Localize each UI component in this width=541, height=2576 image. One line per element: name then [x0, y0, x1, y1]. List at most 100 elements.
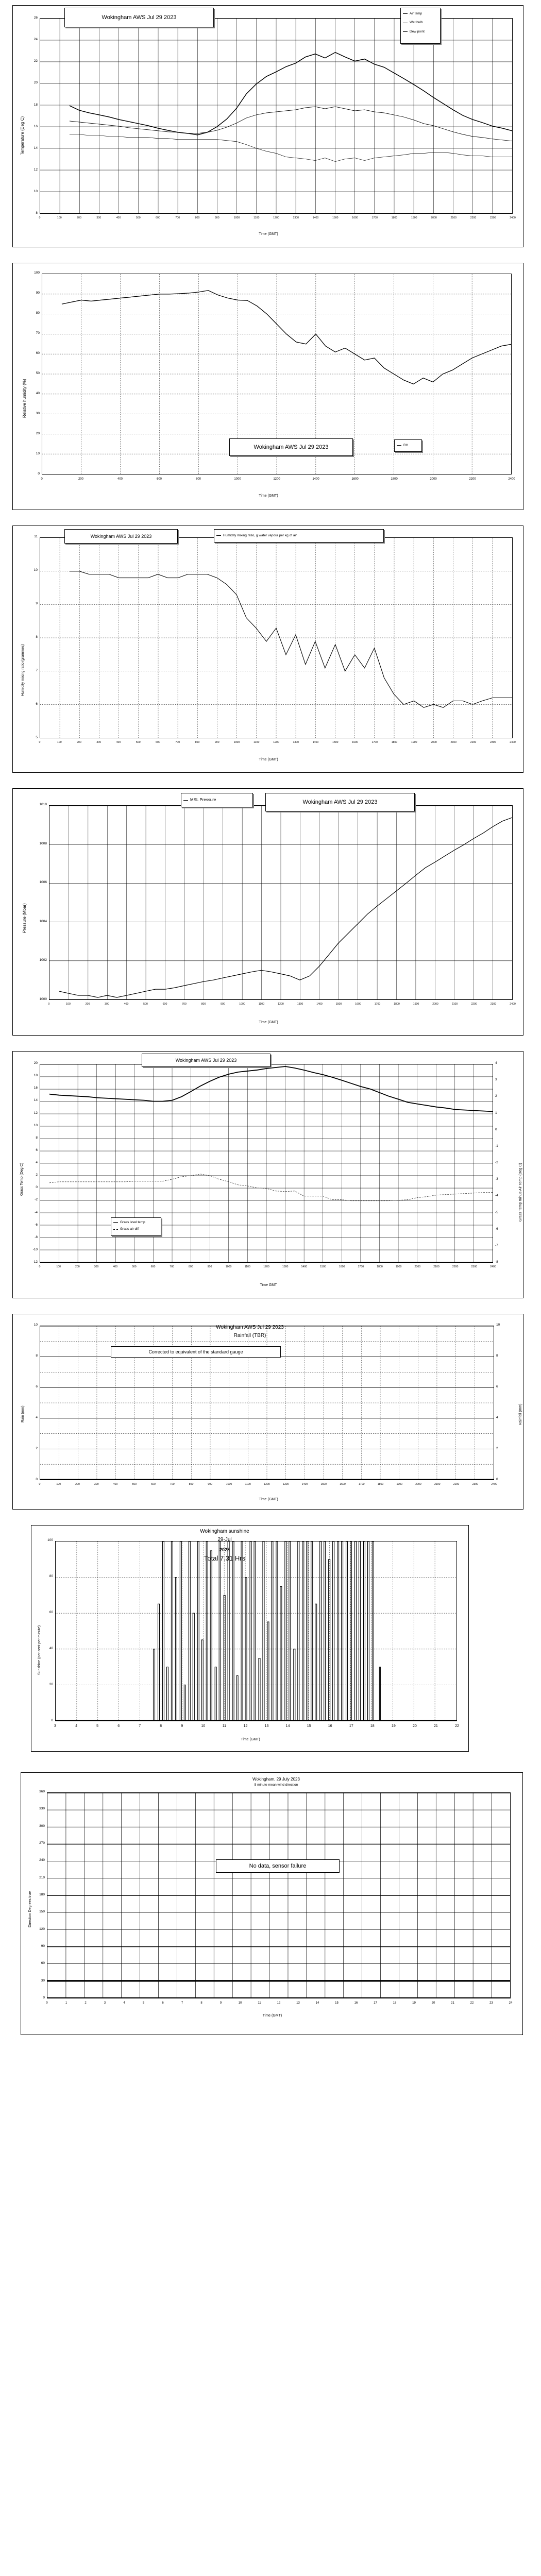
axis-label-x-rainfall: Time (GMT)	[259, 1498, 278, 1501]
rainfall-correction-note: Corrected to equivalent of the standard …	[111, 1346, 281, 1358]
x-tick: 400	[113, 1265, 117, 1268]
x-tick: 3	[104, 2002, 106, 2005]
y-tick: 2	[36, 1447, 38, 1450]
x-tick: 2400	[508, 478, 515, 481]
plot-svg-relative-humidity	[42, 274, 511, 474]
chart-panel-grass-temperature: Grass Temp (Deg C) Grass Temp minus Air …	[0, 1046, 541, 1309]
y-tick: 0	[496, 1478, 498, 1481]
chart-title-text: Wokingham AWS Jul 29 2023	[253, 444, 329, 450]
x-tick: 1600	[351, 478, 359, 481]
x-tick: 13	[296, 2002, 300, 2005]
x-tick: 1400	[301, 1265, 308, 1268]
y-tick: -3	[495, 1177, 498, 1181]
axis-label-x-wind-direction: Time (GMT)	[262, 2014, 282, 2018]
x-tick: 2000	[430, 478, 437, 481]
x-tick: 1200	[273, 741, 279, 744]
x-tick: 1600	[352, 741, 358, 744]
x-tick: 1700	[358, 1265, 364, 1268]
wind-no-data-note: No data, sensor failure	[216, 1859, 340, 1873]
y-tick: -4	[35, 1210, 38, 1214]
x-tick: 14	[315, 2002, 319, 2005]
x-tick: 600	[151, 1483, 156, 1486]
y-tick: 10	[36, 452, 40, 455]
x-tick: 13	[264, 1724, 269, 1728]
x-tick: 1400	[301, 1483, 308, 1486]
y-tick: 5	[36, 736, 38, 739]
x-tick: 400	[116, 216, 121, 219]
y-tick: 0	[38, 472, 40, 476]
y-tick: 18	[33, 103, 38, 107]
y-tick: 80	[36, 311, 40, 315]
x-tick: 900	[207, 1265, 212, 1268]
x-tick: 1600	[352, 216, 358, 219]
y-tick: 30	[36, 412, 40, 415]
y-tick: 18	[33, 1074, 38, 1078]
y-tick: 2	[496, 1447, 498, 1450]
x-tick: 0	[39, 1483, 41, 1486]
chart-panel-sunshine: Sunshine (per cent per minute)	[0, 1520, 541, 1762]
y-tick: 16	[33, 1086, 38, 1090]
x-tick: 5	[96, 1724, 99, 1728]
legend-swatch-icon	[113, 1222, 118, 1223]
plot-area-wind-direction	[47, 1792, 511, 1998]
legend-item-hmr: Humidity mixing ratio, g water vapour pe…	[216, 533, 297, 538]
y-tick: 1006	[39, 880, 47, 885]
x-tick: 0	[46, 2002, 48, 2005]
y-tick: 1008	[39, 841, 47, 845]
x-tick: 1200	[278, 1003, 284, 1006]
legend-label: Wet bulb	[410, 21, 423, 25]
x-tick: 11	[258, 2002, 261, 2005]
x-tick: 1800	[391, 478, 398, 481]
x-tick: 1100	[253, 216, 260, 219]
x-tick: 1800	[394, 1003, 400, 1006]
x-tick: 2100	[450, 216, 457, 219]
y-tick: 8	[36, 1136, 38, 1140]
y-tick: 60	[41, 1961, 45, 1965]
y-tick: 12	[33, 168, 38, 172]
x-tick: 1500	[332, 216, 339, 219]
x-tick: 2400	[491, 1483, 497, 1486]
plot-area-msl-pressure	[49, 805, 513, 1000]
x-tick: 17	[349, 1724, 353, 1728]
x-tick: 700	[175, 216, 180, 219]
legend-item-msl-pressure: MSL Pressure	[183, 797, 216, 803]
y-tick: 90	[36, 291, 40, 295]
x-tick: 5	[142, 2002, 145, 2005]
x-tick: 500	[132, 1483, 137, 1486]
y-tick: 210	[39, 1875, 45, 1879]
x-tick: 1000	[239, 1003, 245, 1006]
x-tick: 1000	[233, 741, 240, 744]
x-tick: 1100	[258, 1003, 265, 1006]
x-tick: 1700	[371, 216, 378, 219]
y-tick: 26	[33, 16, 38, 20]
legend-swatch-icon	[183, 800, 188, 801]
y-tick: 8	[36, 635, 38, 639]
chart-title-wind-line1: Wokingham, 29 July 2023	[252, 1777, 300, 1782]
x-tick: 11	[222, 1724, 227, 1728]
x-tick: 2400	[510, 216, 516, 219]
y-tick: 4	[496, 1416, 498, 1419]
x-tick: 300	[96, 741, 102, 744]
x-tick: 800	[189, 1483, 194, 1486]
axis-label-x-msl-pressure: Time (GMT)	[259, 1021, 278, 1024]
x-tick: 1000	[233, 216, 240, 219]
x-tick: 1000	[234, 478, 241, 481]
x-tick: 12	[243, 1724, 248, 1728]
y-tick: 7	[36, 669, 38, 672]
chart-frame-humidity-mixing-ratio: Humidity mixing ratio (grammes)	[12, 526, 523, 773]
x-tick: 2100	[434, 1483, 441, 1486]
y-tick: 180	[39, 1893, 45, 1896]
x-tick: 2000	[431, 216, 437, 219]
legend-item-grass-level-temp: Grass level temp	[113, 1220, 159, 1225]
x-tick: 1400	[312, 216, 319, 219]
axis-label-y-humidity-mixing-ratio: Humidity mixing ratio (grammes)	[21, 644, 25, 696]
chart-title-msl-pressure: Wokingham AWS Jul 29 2023	[265, 793, 415, 811]
legend-label: Humidity mixing ratio, g water vapour pe…	[223, 534, 297, 538]
x-tick: 300	[96, 216, 102, 219]
chart-panel-relative-humidity: Relative humidity (%)	[0, 258, 541, 520]
y-tick: 14	[33, 1098, 38, 1103]
chart-title-grass-temperature: Wokingham AWS Jul 29 2023	[142, 1054, 270, 1067]
x-tick: 2200	[470, 741, 477, 744]
chart-title-rainfall-line1: Wokingham AWS Jul 29 2023	[216, 1325, 284, 1330]
x-tick: 1500	[332, 741, 339, 744]
